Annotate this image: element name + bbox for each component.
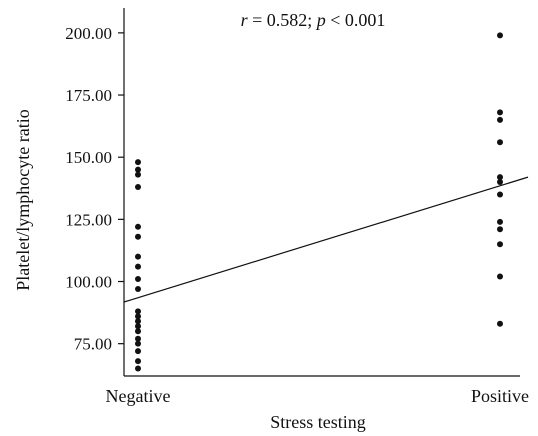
y-tick-label: 125.00: [65, 210, 112, 229]
regression-line: [123, 176, 529, 303]
data-point: [135, 365, 141, 372]
data-point: [135, 285, 141, 292]
data-point: [497, 32, 503, 39]
data-point: [497, 226, 503, 233]
y-tick-label: 150.00: [65, 148, 112, 167]
data-point: [135, 358, 141, 365]
data-point: [135, 328, 141, 335]
data-point: [135, 323, 141, 330]
data-point: [497, 273, 503, 280]
y-tick-label: 200.00: [65, 24, 112, 43]
x-tick-label-negative: Negative: [106, 386, 171, 406]
data-point: [497, 218, 503, 225]
data-point: [135, 223, 141, 230]
data-point: [135, 308, 141, 315]
data-point: [497, 320, 503, 327]
data-point: [135, 263, 141, 270]
data-point: [135, 166, 141, 173]
data-point: [135, 335, 141, 342]
x-tick-label-positive: Positive: [471, 386, 529, 406]
data-point: [135, 313, 141, 320]
x-axis-label: Stress testing: [270, 412, 366, 432]
annotation-r-value: = 0.582;: [248, 10, 317, 30]
data-point: [497, 191, 503, 198]
data-point: [135, 318, 141, 325]
data-point: [497, 174, 503, 181]
data-points: [135, 32, 503, 372]
data-point: [135, 233, 141, 240]
data-point: [497, 116, 503, 123]
data-point: [497, 179, 503, 186]
data-point: [135, 159, 141, 166]
data-point: [497, 139, 503, 146]
data-point: [135, 340, 141, 347]
data-point: [135, 171, 141, 178]
y-tick-label: 100.00: [65, 273, 112, 292]
y-axis-ticks: 75.00 100.00 125.00 150.00 175.00 200.00: [65, 24, 124, 354]
data-point: [135, 253, 141, 260]
data-point: [497, 109, 503, 116]
annotation-p: p: [315, 10, 326, 30]
annotation-p-value: < 0.001: [326, 10, 386, 30]
correlation-annotation: r = 0.582; p < 0.001: [241, 10, 386, 30]
data-point: [497, 241, 503, 248]
x-axis-ticks: Negative Positive: [106, 386, 529, 406]
data-point: [135, 348, 141, 355]
y-tick-label: 175.00: [65, 86, 112, 105]
y-tick-label: 75.00: [74, 335, 112, 354]
data-point: [135, 276, 141, 283]
data-point: [135, 184, 141, 191]
annotation-r: r: [241, 10, 249, 30]
y-axis-label: Platelet/lymphocyte ratio: [13, 109, 33, 290]
